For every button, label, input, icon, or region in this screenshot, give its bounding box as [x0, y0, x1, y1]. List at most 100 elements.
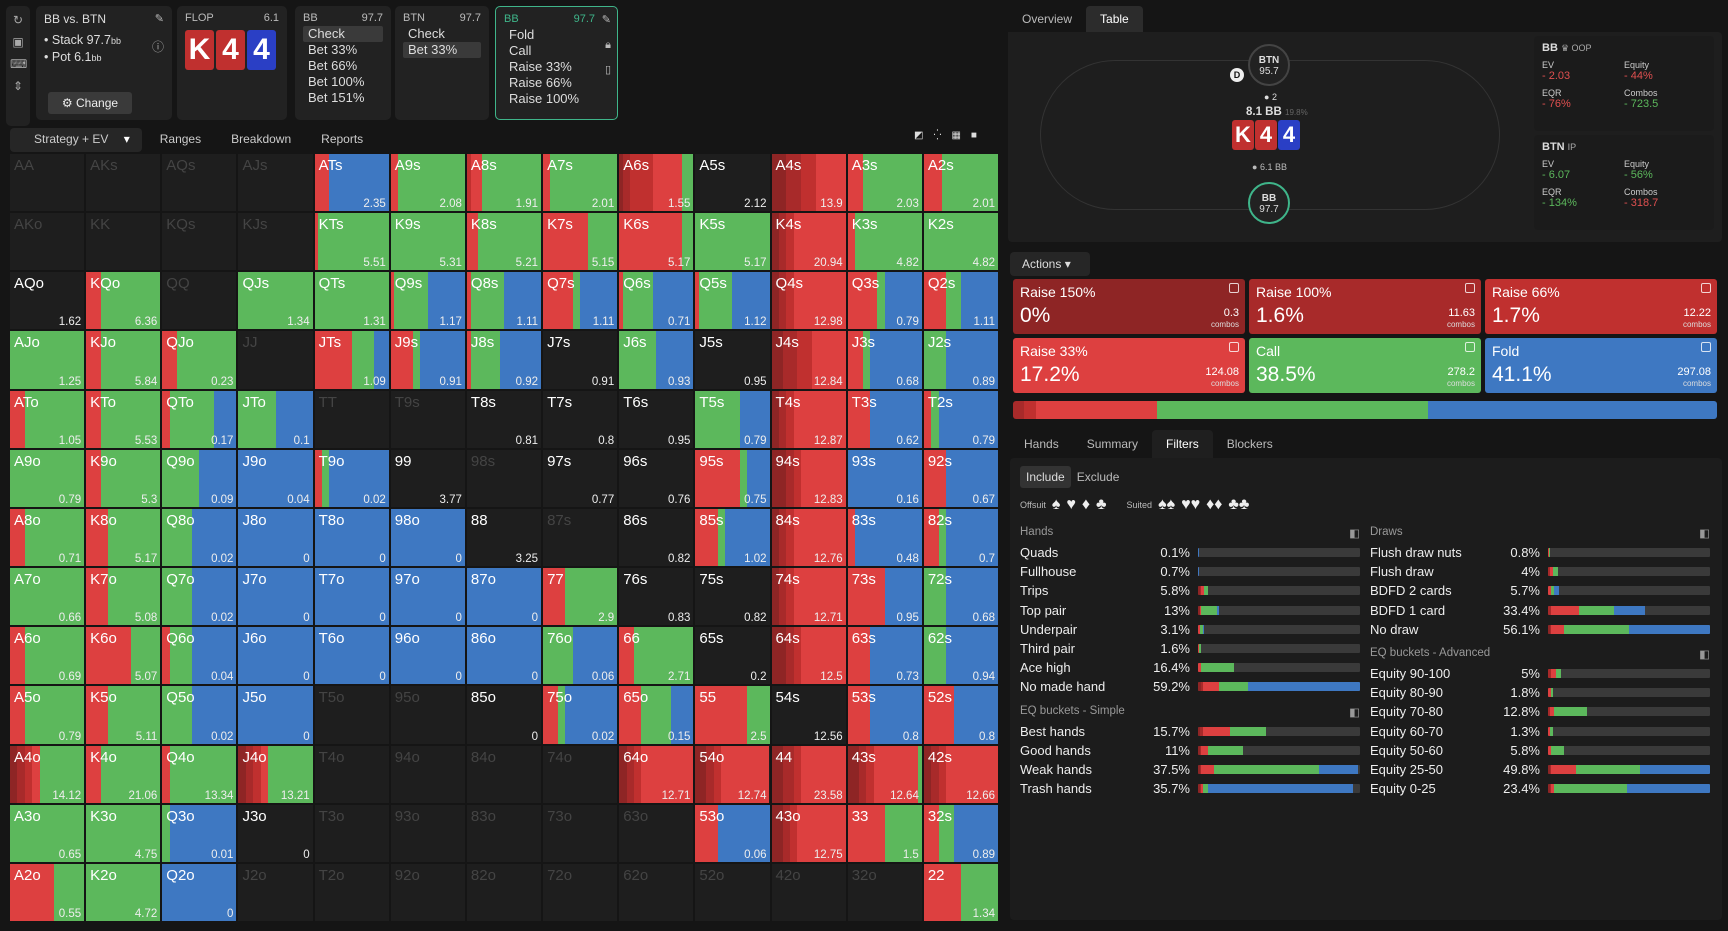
- hand-cell-k7o[interactable]: K7o 5.08: [86, 568, 161, 626]
- action-box-fold[interactable]: Fold 41.1% 297.08 combos: [1485, 338, 1717, 393]
- hand-cell-qq[interactable]: QQ: [162, 272, 237, 330]
- hand-cell-63s[interactable]: 63s 0.73: [847, 627, 922, 685]
- hand-cell-64s[interactable]: 64s 12.5: [771, 627, 846, 685]
- hand-cell-a4s[interactable]: A4s 13.9: [771, 154, 846, 212]
- info-icon[interactable]: ⓘ: [151, 40, 164, 54]
- collapse-icon[interactable]: ◧: [1349, 706, 1360, 719]
- hand-cell-t2s[interactable]: T2s 0.79: [923, 390, 998, 448]
- action-box-raise-150-[interactable]: Raise 150% 0% 0.3 combos: [1013, 279, 1245, 334]
- hand-cell-kts[interactable]: KTs 5.51: [314, 213, 389, 271]
- bb-current-panel[interactable]: BB 97.7 Fold Call Raise 33% Raise 66% Raise 1…: [495, 6, 618, 120]
- hand-cell-j3o[interactable]: J3o 0: [238, 804, 313, 862]
- hand-cell-j8o[interactable]: J8o 0: [238, 508, 313, 567]
- hand-cell-43o[interactable]: 43o 12.75: [771, 804, 846, 862]
- hand-cell-j7o[interactable]: J7o 0: [238, 568, 313, 626]
- hand-cell-k6o[interactable]: K6o 5.07: [86, 627, 161, 685]
- hand-cell-33[interactable]: 33 1.5: [847, 804, 922, 862]
- details-icon[interactable]: [1701, 283, 1711, 293]
- hand-cell-32o[interactable]: 32o: [847, 863, 922, 921]
- hand-cell-q6s[interactable]: Q6s 0.71: [619, 272, 694, 330]
- hand-cell-72o[interactable]: 72o: [543, 863, 618, 921]
- tab-reports[interactable]: Reports: [321, 132, 364, 146]
- refresh-icon[interactable]: ↻: [12, 13, 24, 27]
- hand-cell-82s[interactable]: 82s 0.7: [923, 508, 998, 567]
- hand-cell-t6s[interactable]: T6s 0.95: [619, 390, 694, 448]
- hand-cell-aqo[interactable]: AQo 1.62: [10, 272, 85, 330]
- edit-icon[interactable]: ✎: [154, 13, 164, 25]
- hand-cell-j9o[interactable]: J9o 0.04: [238, 449, 313, 507]
- filter-row[interactable]: Equity 25-50 49.8%: [1370, 760, 1710, 779]
- hand-cell-t3o[interactable]: T3o: [314, 804, 389, 862]
- hand-cell-ako[interactable]: AKo: [10, 213, 85, 271]
- hand-cell-ajs[interactable]: AJs: [238, 154, 313, 212]
- hand-cell-76s[interactable]: 76s 0.83: [619, 568, 694, 626]
- action-raise-66-[interactable]: Raise 66%: [509, 75, 572, 90]
- hand-cell-k5s[interactable]: K5s 5.17: [695, 213, 770, 271]
- action-raise-100-[interactable]: Raise 100%: [509, 91, 580, 106]
- hand-cell-74s[interactable]: 74s 12.71: [771, 568, 846, 626]
- hand-cell-t9o[interactable]: T9o 0.02: [314, 449, 389, 507]
- tab-filters[interactable]: Filters: [1152, 430, 1213, 458]
- hand-cell-j6o[interactable]: J6o 0: [238, 627, 313, 685]
- hand-cell-t3s[interactable]: T3s 0.62: [847, 390, 922, 448]
- hand-cell-84s[interactable]: 84s 12.76: [771, 508, 846, 567]
- view-half-icon[interactable]: ◩: [914, 130, 924, 141]
- hand-cell-32s[interactable]: 32s 0.89: [923, 804, 998, 862]
- action-bet-33-[interactable]: Bet 33%: [403, 42, 481, 58]
- hand-cell-aks[interactable]: AKs: [86, 154, 161, 212]
- hand-cell-85o[interactable]: 85o 0: [466, 686, 542, 744]
- hand-cell-q7o[interactable]: Q7o 0.02: [162, 568, 237, 626]
- tab-table[interactable]: Table: [1086, 6, 1143, 32]
- hand-cell-kqo[interactable]: KQo 6.36: [86, 272, 161, 330]
- action-box-raise-33-[interactable]: Raise 33% 17.2% 124.08 combos: [1013, 338, 1245, 393]
- book-icon[interactable]: ▯: [604, 64, 611, 76]
- collapse-icon[interactable]: ◧: [1349, 528, 1360, 540]
- hand-cell-95s[interactable]: 95s 0.75: [695, 449, 770, 507]
- hand-cell-85s[interactable]: 85s 1.02: [695, 508, 770, 567]
- hand-cell-k3o[interactable]: K3o 4.75: [86, 804, 161, 862]
- filter-row[interactable]: No made hand 59.2%: [1020, 677, 1360, 696]
- hand-cell-94o[interactable]: 94o: [390, 745, 465, 803]
- hand-cell-qjo[interactable]: QJo 0.23: [162, 331, 237, 389]
- hand-cell-a9o[interactable]: A9o 0.79: [10, 449, 85, 507]
- collapse-icon[interactable]: ◧: [1699, 528, 1710, 540]
- hand-cell-ato[interactable]: ATo 1.05: [10, 390, 85, 448]
- hand-cell-74o[interactable]: 74o: [543, 745, 618, 803]
- hand-cell-73s[interactable]: 73s 0.95: [847, 568, 922, 626]
- hand-cell-87s[interactable]: 87s: [543, 508, 618, 567]
- hand-cell-98s[interactable]: 98s: [466, 449, 542, 507]
- hand-cell-t8s[interactable]: T8s 0.81: [466, 390, 542, 448]
- hand-cell-88[interactable]: 88 3.25: [466, 508, 542, 567]
- hand-cell-t8o[interactable]: T8o 0: [314, 508, 389, 567]
- hand-cell-j5o[interactable]: J5o 0: [238, 686, 313, 744]
- hand-cell-k3s[interactable]: K3s 4.82: [847, 213, 922, 271]
- spade-icon[interactable]: ♠: [1051, 496, 1061, 513]
- hand-cell-k9s[interactable]: K9s 5.31: [390, 213, 465, 271]
- bb-action-panel[interactable]: BB 97.7 Check Bet 33% Bet 66% Bet 100% Bet 15…: [295, 6, 391, 120]
- hand-cell-a9s[interactable]: A9s 2.08: [390, 154, 465, 212]
- hand-cell-kqs[interactable]: KQs: [162, 213, 237, 271]
- hand-cell-44[interactable]: 44 23.58: [771, 745, 846, 803]
- hand-cell-82o[interactable]: 82o: [466, 863, 542, 921]
- hand-cell-j9s[interactable]: J9s 0.91: [390, 331, 465, 389]
- hand-cell-q5o[interactable]: Q5o 0.02: [162, 686, 237, 744]
- hand-cell-ajo[interactable]: AJo 1.25: [10, 331, 85, 389]
- hand-cell-tt[interactable]: TT: [314, 390, 389, 448]
- hand-cell-a5o[interactable]: A5o 0.79: [10, 686, 85, 744]
- details-icon[interactable]: [1229, 283, 1239, 293]
- hand-cell-83o[interactable]: 83o: [466, 804, 542, 862]
- hand-cell-65o[interactable]: 65o 0.15: [619, 686, 694, 744]
- hand-cell-qjs[interactable]: QJs 1.34: [238, 272, 313, 330]
- hand-cell-q5s[interactable]: Q5s 1.12: [695, 272, 770, 330]
- hand-cell-jts[interactable]: JTs 1.09: [314, 331, 389, 389]
- hand-cell-97o[interactable]: 97o 0: [390, 568, 465, 626]
- pencil-icon[interactable]: ✎: [601, 14, 611, 26]
- filter-row[interactable]: Third pair 1.6%: [1020, 639, 1360, 658]
- exclude-button[interactable]: Exclude: [1076, 470, 1120, 484]
- view-four-icon[interactable]: ⁛: [933, 130, 942, 141]
- hand-cell-73o[interactable]: 73o: [543, 804, 618, 862]
- hand-cell-53o[interactable]: 53o 0.06: [695, 804, 770, 862]
- hand-cell-k7s[interactable]: K7s 5.15: [543, 213, 618, 271]
- hand-cell-97s[interactable]: 97s 0.77: [543, 449, 618, 507]
